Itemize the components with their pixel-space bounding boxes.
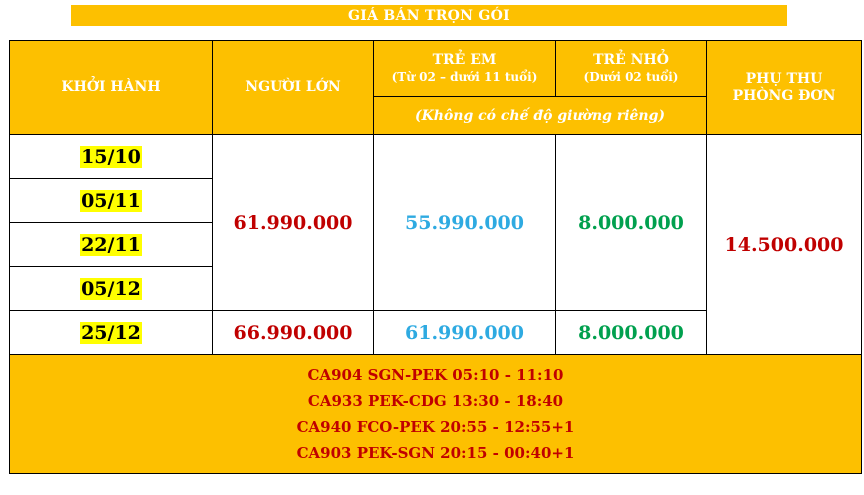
- flight-line: CA940 FCO-PEK 20:55 - 12:55+1: [296, 418, 575, 436]
- header-child: TRẺ EM (Từ 02 – dưới 11 tuổi): [373, 40, 556, 97]
- flight-line: CA903 PEK-SGN 20:15 - 00:40+1: [296, 444, 575, 462]
- date-cell: 05/12: [9, 266, 213, 311]
- flight-line: CA904 SGN-PEK 05:10 - 11:10: [307, 366, 564, 384]
- date-cell: 25/12: [9, 310, 213, 355]
- date-value: 22/11: [80, 233, 142, 256]
- header-infant-title: TRẺ NHỎ: [593, 51, 669, 68]
- header-single-line1: PHỤ THU: [745, 70, 823, 87]
- child-price-group1: 55.990.000: [373, 134, 556, 311]
- adult-price-group1: 61.990.000: [212, 134, 374, 311]
- header-child-age: (Từ 02 – dưới 11 tuổi): [391, 69, 538, 84]
- header-depart: KHỞI HÀNH: [9, 40, 213, 135]
- flight-line: CA933 PEK-CDG 13:30 - 18:40: [307, 392, 564, 410]
- date-cell: 22/11: [9, 222, 213, 267]
- single-supplement-price: 14.500.000: [706, 134, 862, 355]
- header-infant-age: (Dưới 02 tuổi): [583, 69, 679, 84]
- header-single-line2: PHÒNG ĐƠN: [732, 87, 836, 104]
- no-bed-note: (Không có chế độ giường riêng): [373, 96, 707, 135]
- header-adult: NGƯỜI LỚN: [212, 40, 374, 135]
- infant-price-group2: 8.000.000: [555, 310, 707, 355]
- header-child-title: TRẺ EM: [432, 51, 497, 68]
- date-value: 05/11: [80, 189, 142, 212]
- package-price-banner: GIÁ BÁN TRỌN GÓI: [71, 5, 787, 26]
- flight-schedule: CA904 SGN-PEK 05:10 - 11:10 CA933 PEK-CD…: [9, 354, 862, 474]
- date-value: 05/12: [80, 277, 142, 300]
- date-cell: 15/10: [9, 134, 213, 179]
- price-table: KHỞI HÀNH NGƯỜI LỚN TRẺ EM (Từ 02 – dưới…: [9, 40, 862, 474]
- date-value: 25/12: [80, 321, 142, 344]
- header-infant: TRẺ NHỎ (Dưới 02 tuổi): [555, 40, 707, 97]
- adult-price-group2: 66.990.000: [212, 310, 374, 355]
- date-value: 15/10: [80, 145, 142, 168]
- header-single-supplement: PHỤ THU PHÒNG ĐƠN: [706, 40, 862, 135]
- date-cell: 05/11: [9, 178, 213, 223]
- child-price-group2: 61.990.000: [373, 310, 556, 355]
- infant-price-group1: 8.000.000: [555, 134, 707, 311]
